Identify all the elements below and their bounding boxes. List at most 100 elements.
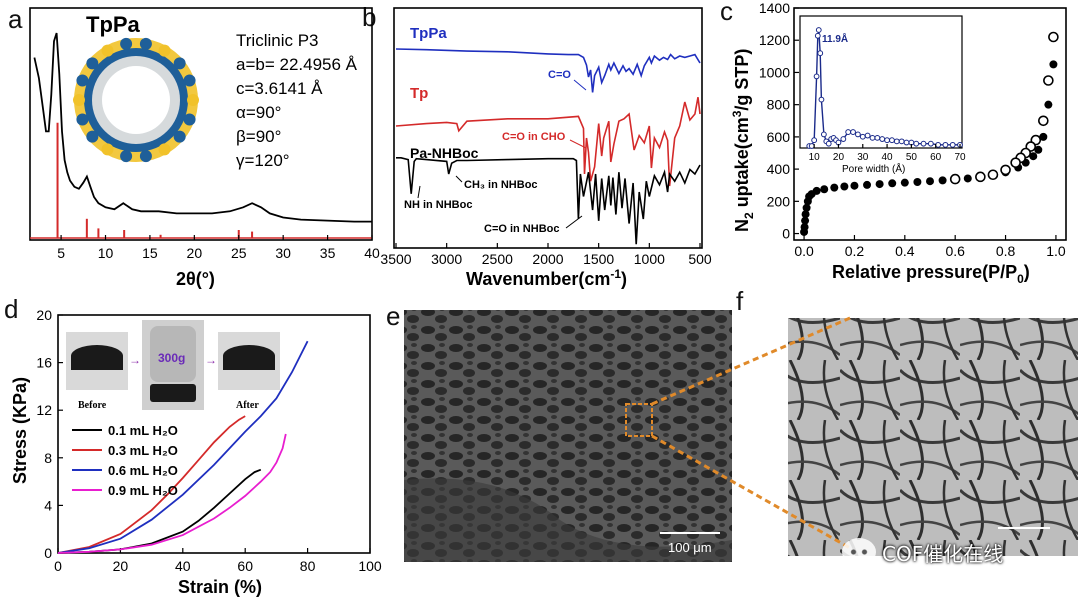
y-tick-label: 0 [44,545,52,561]
structure-atom [86,130,99,143]
y-tick-label: 600 [767,129,791,145]
panel-d-axis-ticks: 0 20 40 60 80 100 0 4 8 12 16 20 [36,307,381,574]
tem-background [788,318,1078,556]
inset-xlabel: Pore width (Å) [842,162,905,175]
structure-atom [173,57,186,70]
y-tick-label: 16 [36,355,52,371]
inset-point [814,32,821,39]
structure-atom [73,94,85,106]
legend-label-1: 0.3 mL H₂O [108,443,178,458]
zoom-box [625,403,653,437]
structure-atom [187,94,199,106]
co-nhboc-annotation-pointer [565,215,583,229]
x-tick-label: 15 [142,245,158,261]
inset-point [874,134,881,141]
structure-atom [139,37,152,50]
x-tick-label: 1.0 [1046,243,1066,259]
panel-d-frame [57,314,371,554]
adsorption-point [801,216,810,225]
watermark: COF催化在线 [842,535,1062,569]
structure-atom [101,44,114,57]
x-tick-label: 0.6 [945,243,965,259]
inset-point [817,50,824,57]
desorption-point [975,171,986,183]
x-tick-label: 2500 [482,251,513,267]
x-tick-label: 3500 [380,251,411,267]
x-tick-label: 20 [113,558,129,574]
adsorption-point [1049,60,1058,69]
y-tick-label: 200 [767,193,791,209]
co-cho-annotation: C=O in CHO [502,131,566,143]
inset-point [903,139,910,146]
inset-point [845,129,852,135]
scale-bar-label: 100 μm [668,540,712,555]
x-tick-label: 0.2 [845,243,865,259]
pore-width-inset: 10 20 30 40 50 60 70 11.9Å Pore width (Å) [799,15,966,175]
tp-series-label: Tp [410,85,428,102]
inset-point [864,132,871,139]
x-tick-label: 80 [300,558,316,574]
x-tick-label: 60 [237,558,253,574]
panel-e-sem-image: 100 μm [404,310,732,562]
inset-x-tick-label: 40 [882,152,894,163]
y-tick-label: 12 [36,402,52,418]
wechat-icon [842,538,876,566]
weight-label: 300g [158,351,185,365]
panel-d-chart: 0 20 40 60 80 100 0 4 8 12 16 20 Stress (KPa) Strai… [10,307,382,597]
desorption-point [949,173,961,185]
adsorption-point [850,181,859,190]
inset-point [813,73,820,80]
nh-annotation-pointer [417,185,421,199]
desorption-point [987,169,999,181]
after-label: After [236,400,259,411]
inset-point [949,141,956,148]
inset-point [920,140,927,147]
adsorption-point [820,185,829,194]
pa-nhboc-series-label: Pa-NHBoc [410,145,479,161]
inset-point [879,136,886,142]
curve-0-3ml [57,415,246,554]
desorption-point [1000,164,1011,176]
y-tick-label: 800 [767,97,791,113]
panel-d-ylabel: Stress (KPa) [10,377,30,484]
adsorption-point [1034,145,1043,154]
desorption-point [1038,115,1049,127]
arrow-2: → [205,353,217,367]
x-tick-label: 1000 [634,251,665,267]
panel-f-tem-image [788,318,1078,556]
x-tick-label: 0.8 [996,243,1016,259]
adsorption-point [926,177,934,186]
panel-a-chart: TpPa Triclinic P3 a=b= 22.4956 Å c=3.614… [29,7,380,289]
x-tick-label: 10 [98,245,114,261]
x-tick-label: 25 [231,245,247,261]
panel-letter-d: d [4,294,18,324]
inset-point [935,141,942,148]
inset-point [818,96,825,103]
after-sample-side [223,356,275,370]
adsorption-points [800,60,1058,236]
y-tick-label: 1400 [759,0,790,16]
panel-c-xlabel: Relative pressure(P/P0) [832,262,1030,286]
adsorption-point [1044,100,1053,109]
adsorption-point [863,180,872,189]
lattice-ab-label: a=b= 22.4956 Å [236,55,358,74]
adsorption-point [888,179,897,188]
inset-x-tick-label: 20 [833,152,845,163]
panel-letter-e: e [386,301,400,331]
panel-a-xlabel: 2θ(°) [176,269,215,289]
crystal-system-label: Triclinic P3 [236,31,319,50]
x-tick-label: 500 [688,251,712,267]
adsorption-point [938,176,947,185]
panel-b-frame [393,7,703,249]
panel-d-legend: 0.1 mL H₂O 0.3 mL H₂O 0.6 mL H₂O 0.9 mL … [72,423,178,498]
adsorption-point [1029,152,1038,161]
gamma-label: γ=120° [236,151,290,170]
x-tick-label: 1500 [583,251,614,267]
adsorption-point [812,186,821,195]
inset-point [942,141,949,148]
adsorption-point [1039,132,1048,141]
structure-atom [158,44,171,57]
desorption-points [949,31,1059,185]
inset-point [913,140,920,147]
structure-atom [158,143,171,156]
